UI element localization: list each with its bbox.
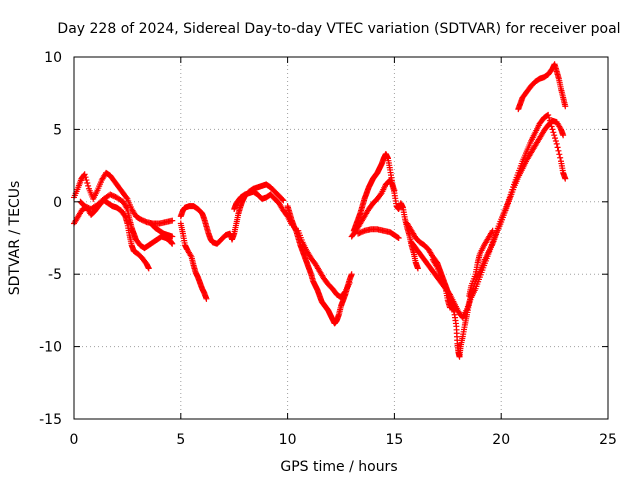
series-track-3 — [77, 191, 176, 252]
series-track-17 — [515, 61, 569, 113]
x-tick-label: 5 — [176, 432, 185, 448]
data-point — [169, 233, 176, 240]
data-point — [82, 174, 89, 181]
data-point — [203, 295, 210, 302]
data-point — [169, 217, 176, 224]
data-point — [489, 227, 496, 234]
data-point — [560, 132, 567, 139]
series-track-7 — [231, 188, 295, 228]
series-track-9 — [295, 227, 353, 301]
x-tick-label: 25 — [599, 432, 617, 448]
data-point — [551, 132, 558, 139]
series-track-10 — [350, 151, 421, 272]
data-point — [508, 189, 515, 196]
x-tick-label: 15 — [385, 432, 403, 448]
x-axis-label: GPS time / hours — [280, 459, 397, 475]
data-point — [507, 191, 514, 198]
data-point — [510, 184, 517, 191]
data-point — [84, 179, 91, 186]
data-point — [553, 140, 560, 147]
x-tick-label: 0 — [70, 432, 79, 448]
data-point — [549, 126, 556, 133]
y-tick-label: -15 — [39, 412, 62, 428]
y-tick-label: 10 — [44, 50, 62, 66]
data-point — [545, 111, 552, 118]
data-point — [547, 120, 554, 127]
y-tick-label: -5 — [48, 267, 62, 283]
data-point — [85, 182, 92, 189]
data-point — [550, 129, 557, 136]
data-point — [552, 135, 559, 142]
x-tick-label: 10 — [279, 432, 297, 448]
data-points — [71, 61, 569, 360]
data-point — [414, 265, 421, 272]
data-point — [554, 144, 561, 151]
data-point — [169, 240, 176, 247]
series-track-15 — [429, 256, 453, 311]
series-track-16 — [466, 227, 496, 299]
data-point — [446, 304, 453, 311]
data-point — [145, 265, 152, 272]
data-point — [391, 187, 398, 194]
series-track-14 — [408, 111, 569, 321]
data-point — [562, 103, 569, 110]
series-track-8 — [284, 203, 355, 327]
data-point — [83, 177, 90, 184]
data-point — [346, 279, 353, 286]
axis-ticks: 0 5 10 15 20 25 -15 -10 -5 0 5 10 — [39, 50, 617, 448]
data-point — [552, 137, 559, 144]
series-track-12 — [355, 226, 402, 241]
data-point — [395, 235, 402, 241]
data-point — [546, 114, 553, 121]
grid-lines — [74, 57, 608, 419]
data-point — [509, 186, 516, 193]
data-point — [279, 196, 286, 203]
data-point — [348, 271, 355, 278]
y-axis-label: SDTVAR / TECUs — [7, 181, 23, 296]
chart-title: Day 228 of 2024, Sidereal Day-to-day VTE… — [57, 21, 620, 37]
data-point — [562, 175, 569, 182]
y-tick-label: 5 — [53, 122, 62, 138]
data-point — [548, 123, 555, 130]
data-point — [81, 171, 88, 178]
series-track-4 — [147, 220, 176, 240]
y-tick-label: -10 — [39, 340, 62, 356]
data-point — [280, 197, 287, 204]
data-point — [123, 194, 130, 201]
plot-frame — [73, 56, 609, 420]
data-point — [557, 154, 564, 161]
series-track-11 — [348, 177, 398, 240]
data-point — [555, 147, 562, 154]
data-point — [546, 117, 553, 124]
data-point — [556, 151, 563, 158]
data-point — [506, 194, 513, 201]
x-tick-label: 20 — [492, 432, 510, 448]
y-tick-label: 0 — [53, 195, 62, 211]
series-track-1 — [71, 169, 176, 227]
series-track-5 — [177, 220, 210, 302]
